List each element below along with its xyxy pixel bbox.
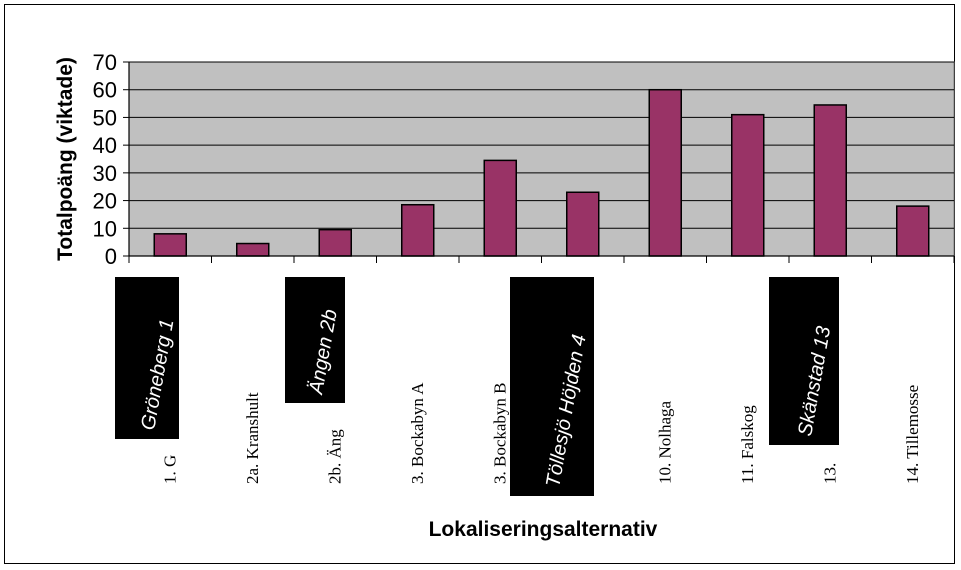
x-category-label: 2b. Äng [325,429,344,484]
bar [731,113,765,257]
y-tick-label: 10 [93,216,117,241]
x-category-label: 3. Bockabyn B [490,382,509,484]
x-category-label: 11. Falskog [738,405,757,484]
axes [123,61,955,263]
x-category-label: 3. Bockabyn A [408,382,427,484]
label-overlay-box [769,277,839,445]
y-tick-label: 60 [93,78,117,103]
bar [401,203,435,257]
bar [813,104,847,257]
label-overlay-box [285,277,345,403]
x-category-label: 13. [820,463,839,484]
bar [896,205,930,257]
x-axis-title: Lokaliseringsalternativ [429,518,658,541]
label-overlay-box [510,277,594,496]
y-tick-label: 30 [93,161,117,186]
bar [566,191,600,257]
y-tick-label: 0 [105,244,117,269]
label-overlays: Gröneberg 1 Ängen 2b Töllesjö Höjden 4 Skän… [115,277,839,496]
bar [318,228,352,257]
bar [648,88,682,257]
y-tick-label: 40 [93,133,117,158]
x-category-label: 14. Tillemosse [903,385,922,484]
x-category-label: 1. G [160,455,179,484]
bar [153,233,187,257]
bar [483,159,517,257]
y-tick-label: 70 [93,50,117,75]
y-tick-label: 20 [93,189,117,214]
x-category-label: 2a. Kranshult [243,392,262,484]
bar [236,242,270,257]
y-tick-label: 50 [93,105,117,130]
x-category-label: 10. Nolhaga [655,400,674,484]
y-axis-title: Totalpoäng (viktade) [54,57,77,261]
x-category-labels: 1. G 2a. Kranshult 2b. Äng 3. Bockabyn A 3. … [160,382,922,484]
label-overlay-box [115,277,179,439]
